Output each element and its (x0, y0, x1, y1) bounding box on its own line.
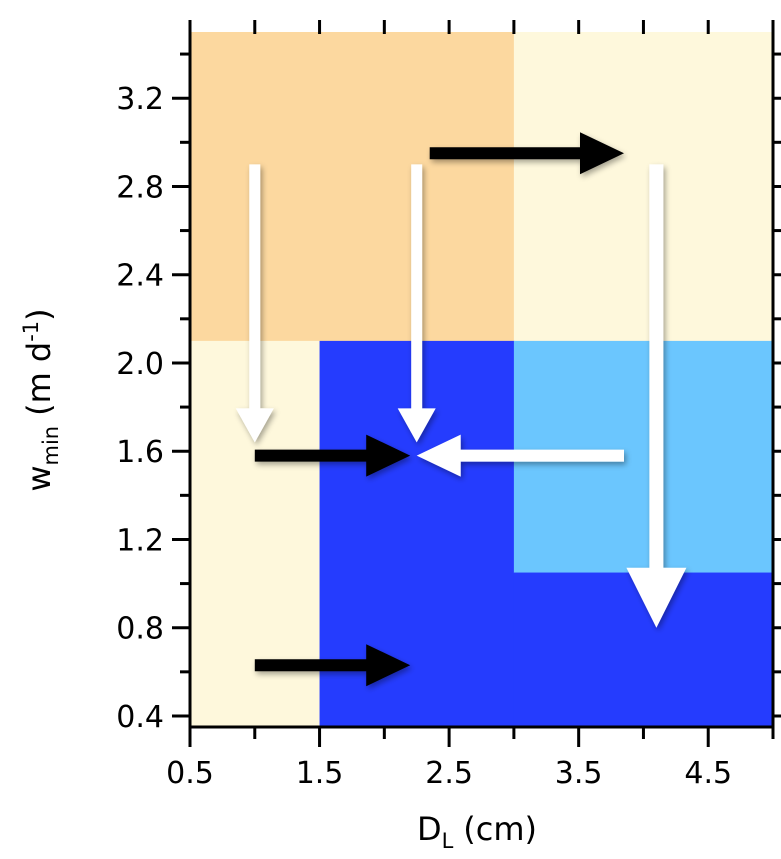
arrow-7 (626, 164, 687, 628)
x-axis-label-main: D (417, 810, 442, 848)
region-2 (513, 32, 774, 342)
x-axis-label-sub: L (442, 829, 454, 853)
arrow-4 (235, 164, 274, 443)
y-axis-label-main: w (20, 466, 58, 492)
heatmap-regions (190, 32, 774, 728)
tick-labels: 0.5 1.5 2.5 3.5 4.5 0.4 0.8 1.2 1.6 2.0 2.4 2.8 3.2 (116, 82, 732, 791)
tick-marks (172, 20, 781, 747)
y-tick-label: 3.2 (116, 82, 164, 117)
y-axis-label: wmin (m d-1) (19, 308, 63, 491)
arrow-2 (254, 434, 411, 477)
y-axis-label-unit-open: (m d (20, 342, 58, 416)
arrow-5 (397, 164, 436, 443)
y-tick-label: 1.6 (116, 435, 164, 470)
x-tick-label: 4.5 (684, 756, 732, 791)
axes (188, 20, 775, 729)
y-tick-label: 2.8 (116, 170, 164, 205)
y-axis-label-unit-close: ) (20, 308, 58, 320)
arrow-1 (429, 132, 624, 175)
y-axis-label-sub: min (39, 426, 63, 466)
y-tick-label: 1.2 (116, 523, 164, 558)
y-tick-label: 2.4 (116, 259, 164, 294)
x-tick-label: 1.5 (296, 756, 344, 791)
y-tick-label: 0.4 (116, 700, 164, 735)
x-axis-label-unit: (cm) (463, 810, 537, 848)
x-tick-label: 2.5 (425, 756, 473, 791)
x-tick-label: 3.5 (555, 756, 603, 791)
arrow-6 (416, 434, 624, 477)
x-tick-label: 0.5 (166, 756, 214, 791)
arrow-3 (254, 644, 411, 687)
region-1 (190, 32, 515, 342)
arrows (235, 132, 687, 687)
y-tick-label: 2.0 (116, 347, 164, 382)
y-axis-label-unit-sup: -1 (19, 321, 43, 342)
y-tick-label: 0.8 (116, 612, 164, 647)
x-axis-label: DL (cm) (417, 810, 537, 853)
